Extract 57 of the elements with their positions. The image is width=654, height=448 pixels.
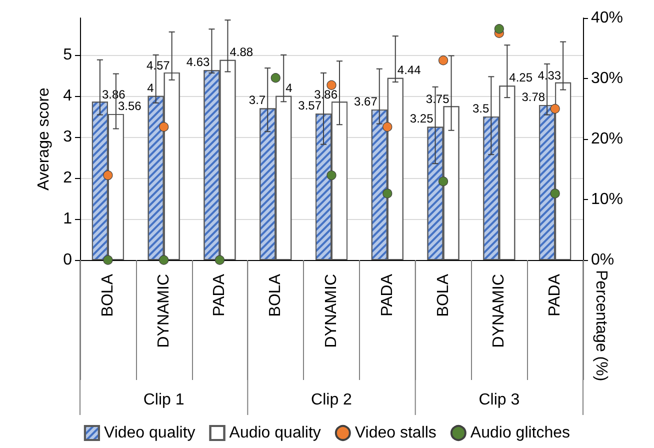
y2-tick-label: 0% bbox=[591, 252, 614, 268]
y-tick-label: 0 bbox=[63, 252, 72, 268]
y-tick-label: 1 bbox=[63, 210, 72, 228]
point bbox=[382, 188, 392, 198]
data-label: 3.25 bbox=[410, 112, 434, 126]
y2-tick-label: 40% bbox=[591, 10, 624, 26]
point bbox=[438, 176, 448, 186]
y2-tick-label: 30% bbox=[591, 70, 624, 87]
x-tick-label: DYNAMIC bbox=[155, 274, 172, 348]
data-label: 4.25 bbox=[509, 70, 533, 85]
legend-label: Video quality bbox=[104, 424, 196, 442]
y-tick-label: 2 bbox=[63, 169, 72, 186]
point bbox=[550, 104, 560, 114]
y2-tick-label: 20% bbox=[591, 130, 624, 148]
y-axis-title: Average score bbox=[36, 87, 53, 190]
x-tick-label: BOLA bbox=[99, 274, 116, 317]
y2-tick-label: 10% bbox=[591, 191, 624, 208]
data-label: 3.57 bbox=[298, 98, 322, 113]
x-tick-label: BOLA bbox=[267, 274, 284, 317]
y2-axis-title: Percentage (%) bbox=[592, 270, 610, 382]
y-tick-label: 3 bbox=[63, 128, 72, 146]
data-label: 3.67 bbox=[354, 94, 378, 108]
text: Clip 2 bbox=[311, 392, 352, 408]
x-tick-label: PADA bbox=[378, 274, 396, 316]
data-label: 3.7 bbox=[248, 93, 266, 108]
y-tick-label: 5 bbox=[63, 46, 72, 64]
data-label: 3.56 bbox=[118, 98, 142, 113]
point bbox=[438, 56, 448, 66]
point bbox=[159, 255, 169, 265]
data-label: 4.44 bbox=[397, 62, 422, 77]
point bbox=[382, 122, 392, 132]
legend-label: Video stalls bbox=[354, 424, 436, 442]
x-tick-label: PADA bbox=[211, 274, 228, 316]
point bbox=[214, 255, 225, 265]
point bbox=[103, 170, 113, 180]
data-label: 3.5 bbox=[472, 101, 490, 116]
x-tick-label: PADA bbox=[546, 274, 564, 316]
x-tick-label: DYNAMIC bbox=[323, 274, 340, 348]
point bbox=[550, 188, 560, 198]
point bbox=[326, 80, 336, 90]
x-tick-label: BOLA bbox=[434, 274, 452, 317]
point bbox=[326, 170, 336, 180]
data-label: 4 bbox=[147, 80, 154, 95]
point bbox=[103, 255, 113, 265]
point bbox=[494, 24, 504, 34]
legend-label: Audio glitches bbox=[470, 424, 570, 442]
y-tick-label: 4 bbox=[63, 87, 72, 104]
point bbox=[270, 73, 280, 83]
legend-label: Audio quality bbox=[229, 424, 321, 442]
data-label: 4 bbox=[286, 80, 293, 95]
data-label: 3.78 bbox=[522, 90, 546, 104]
data-label: 4.88 bbox=[230, 44, 254, 59]
text: Clip 1 bbox=[143, 392, 184, 408]
data-label: 4.63 bbox=[186, 55, 210, 70]
point bbox=[159, 122, 169, 132]
x-tick-label: DYNAMIC bbox=[490, 274, 508, 348]
text: Clip 3 bbox=[478, 392, 520, 408]
